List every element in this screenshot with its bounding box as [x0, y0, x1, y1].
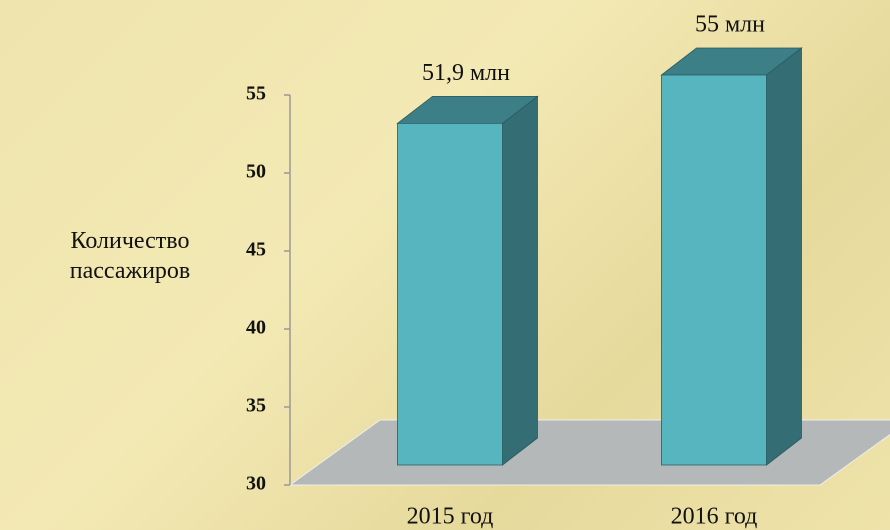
- bar-side: [766, 47, 802, 466]
- y-tick-label: 40: [246, 317, 266, 339]
- y-tick-label: 45: [246, 239, 266, 261]
- bar-side: [502, 95, 538, 466]
- y-axis-label: Количество пассажиров: [69, 228, 191, 284]
- bar: [660, 47, 803, 466]
- value-label: 51,9 млн: [422, 60, 510, 86]
- y-tick-label: 30: [246, 473, 266, 495]
- bar: [396, 95, 539, 466]
- value-label: 55 млн: [695, 12, 765, 38]
- x-tick-label: 2016 год: [671, 504, 758, 530]
- y-tick-label: 35: [246, 395, 266, 417]
- x-tick-label: 2015 год: [407, 504, 494, 530]
- bar-front: [661, 74, 767, 466]
- y-tick-label: 50: [246, 161, 266, 183]
- y-tick-label: 55: [246, 83, 266, 105]
- bar-front: [397, 122, 503, 466]
